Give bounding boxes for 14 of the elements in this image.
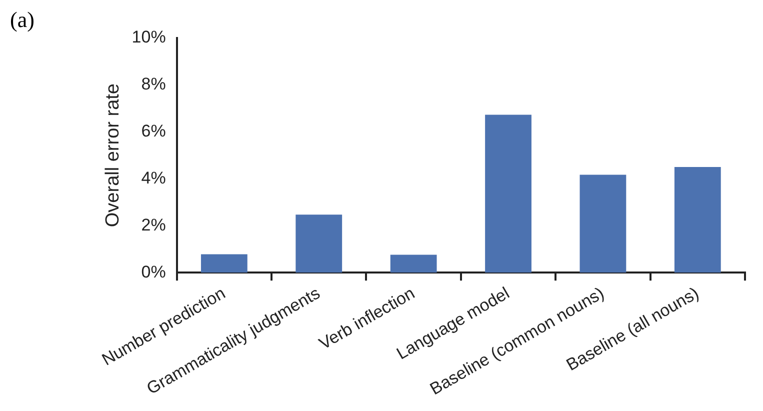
y-tick-label: 6% bbox=[141, 122, 166, 141]
bar bbox=[580, 174, 626, 273]
y-tick-label: 0% bbox=[141, 262, 166, 282]
y-tick-label: 4% bbox=[141, 168, 166, 188]
text: (a) bbox=[10, 6, 34, 32]
y-axis-title: Overall error rate bbox=[102, 83, 124, 228]
bar bbox=[674, 167, 721, 273]
bar bbox=[200, 254, 248, 273]
y-tick-label: 8% bbox=[141, 74, 166, 94]
bar bbox=[390, 254, 437, 273]
y-tick-label: 10% bbox=[132, 28, 166, 47]
y-tick-label: 2% bbox=[141, 215, 166, 234]
bar bbox=[485, 114, 532, 273]
bar bbox=[296, 214, 342, 273]
